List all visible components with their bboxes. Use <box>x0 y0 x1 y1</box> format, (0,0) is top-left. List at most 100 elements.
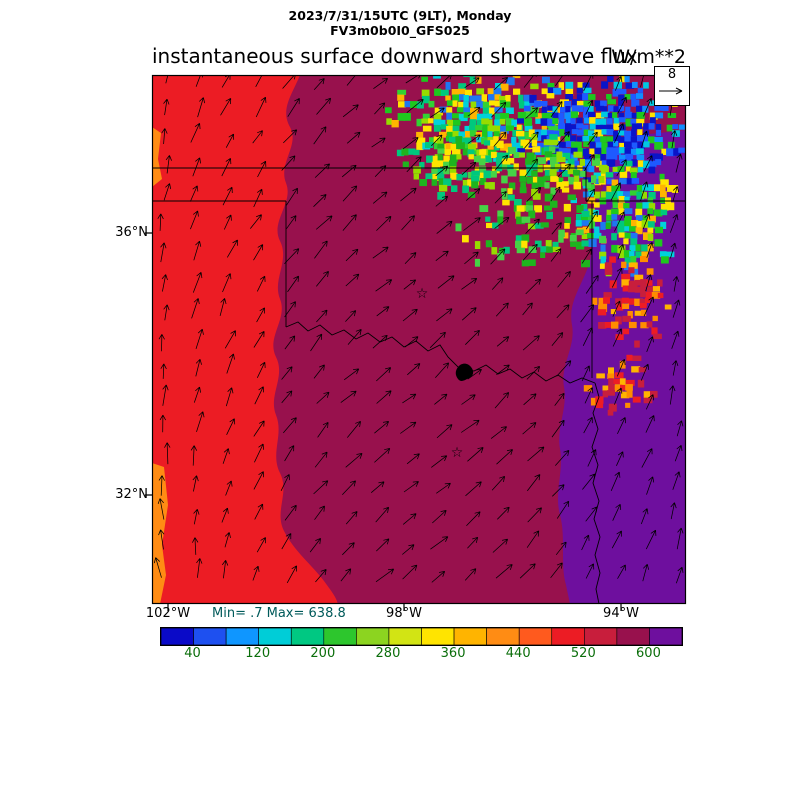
wind-arrow <box>313 480 329 495</box>
cloud-speckle <box>431 179 438 186</box>
cloud-speckle <box>624 208 633 215</box>
cloud-speckle <box>622 303 630 309</box>
wind-arrow <box>193 240 202 261</box>
cloud-speckle <box>647 208 653 215</box>
wind-arrow <box>226 239 238 258</box>
cloud-speckle <box>595 178 601 185</box>
wind-arrow <box>222 186 233 206</box>
wind-arrow <box>465 481 482 497</box>
wind-arrow <box>195 328 204 350</box>
wind-arrow <box>314 505 325 520</box>
cloud-speckle <box>457 88 465 95</box>
wind-arrow <box>163 183 172 201</box>
cloud-speckle <box>552 118 559 124</box>
wind-arrow <box>640 181 649 202</box>
wind-arrow <box>340 390 357 403</box>
cloud-speckle <box>571 154 578 161</box>
wind-arrow <box>316 309 328 323</box>
wind-arrow <box>551 332 564 346</box>
cloud-speckle <box>607 112 614 119</box>
cloud-speckle <box>416 137 426 145</box>
wind-arrow <box>342 104 359 118</box>
cloud-speckle <box>500 83 509 91</box>
cloud-speckle <box>636 118 645 127</box>
cloud-speckle <box>583 106 590 115</box>
cloud-speckle <box>661 148 670 155</box>
cloud-speckle <box>576 136 584 142</box>
cloud-speckle <box>594 147 602 155</box>
cloud-speckle <box>467 191 476 198</box>
cloud-speckle <box>606 214 613 221</box>
cloud-speckle <box>648 166 656 174</box>
wind-arrow <box>222 448 230 464</box>
cloud-speckle <box>660 203 669 211</box>
cloud-speckle <box>666 148 675 157</box>
cloud-speckle <box>523 105 531 112</box>
reference-vector-value: 8 <box>667 67 677 82</box>
cloud-speckle <box>582 165 592 172</box>
cloud-speckle <box>611 321 619 329</box>
cloud-speckle <box>596 373 605 379</box>
cloud-speckle <box>456 154 462 160</box>
cloud-speckle <box>637 87 644 93</box>
cloud-speckle <box>618 136 627 143</box>
wind-arrow <box>583 154 595 171</box>
wind-arrow <box>435 362 450 378</box>
cloud-speckle <box>548 124 557 131</box>
cloud-speckle <box>636 191 644 200</box>
cloud-speckle <box>580 170 586 177</box>
cloud-speckle <box>593 215 602 222</box>
wind-arrow <box>522 302 533 316</box>
lake-texoma <box>455 363 474 381</box>
wind-arrow <box>404 336 419 348</box>
cloud-speckle <box>603 297 610 304</box>
cloud-speckle <box>619 251 626 259</box>
cloud-speckle <box>587 215 594 222</box>
cloud-speckle <box>601 142 610 149</box>
cloud-speckle <box>573 181 581 190</box>
cloud-speckle <box>490 139 498 147</box>
cloud-speckle <box>455 136 462 144</box>
cloud-speckle <box>482 130 488 139</box>
cloud-speckle <box>636 123 643 131</box>
cloud-speckle <box>629 226 636 232</box>
cloud-speckle <box>595 118 605 126</box>
cloud-speckle <box>517 118 525 124</box>
cloud-speckle <box>445 136 452 142</box>
wind-arrow <box>490 248 506 265</box>
cloud-speckle <box>640 291 647 298</box>
colorbar-segment <box>649 627 683 646</box>
wind-arrow <box>526 530 540 548</box>
cloud-speckle <box>583 129 591 136</box>
cloud-speckle <box>598 322 607 329</box>
wind-arrow <box>253 244 264 261</box>
wind-arrow <box>284 248 300 265</box>
cloud-speckle <box>552 246 561 253</box>
wind-arrow <box>587 131 598 146</box>
cloud-speckle <box>648 123 655 130</box>
cloud-speckle <box>449 160 457 167</box>
field-edge-orange-1 <box>152 463 168 604</box>
cloud-speckle <box>666 251 675 258</box>
cloud-speckle <box>636 221 645 228</box>
cloud-speckle <box>628 280 638 287</box>
cloud-speckle <box>646 280 653 286</box>
cloud-speckle <box>624 130 632 139</box>
wind-arrow <box>645 274 653 292</box>
wind-arrow <box>671 330 680 349</box>
cloud-speckle <box>446 126 455 134</box>
cloud-speckle <box>643 82 649 89</box>
cloud-speckle <box>627 298 636 305</box>
wind-arrow <box>376 215 392 231</box>
wind-arrow <box>496 449 513 465</box>
cloud-speckle <box>408 148 416 155</box>
cloud-speckle <box>653 209 663 217</box>
wind-arrow <box>372 334 388 349</box>
cloud-speckle <box>540 118 549 126</box>
wind-arrow <box>281 533 292 550</box>
cloud-speckle <box>541 106 547 115</box>
wind-arrow <box>676 420 684 437</box>
cloud-speckle <box>600 100 607 107</box>
wind-arrow <box>376 306 390 317</box>
cloud-speckle <box>608 384 616 391</box>
